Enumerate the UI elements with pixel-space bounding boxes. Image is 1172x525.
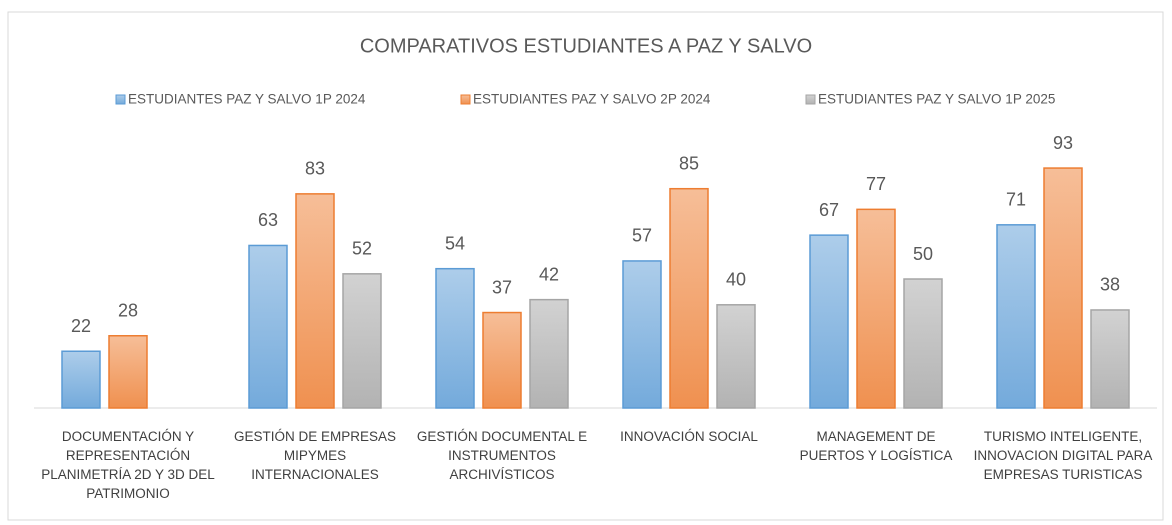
- data-label: 71: [1006, 190, 1026, 210]
- legend-swatch: [460, 94, 471, 105]
- data-label: 85: [679, 153, 699, 173]
- data-label: 54: [445, 233, 465, 253]
- x-tick-label: MANAGEMENT DE PUERTOS Y LOGÍSTICA: [799, 429, 953, 463]
- data-label: 63: [258, 210, 278, 230]
- legend-label: ESTUDIANTES PAZ Y SALVO 1P 2025: [818, 92, 1055, 107]
- bar: [996, 224, 1036, 409]
- data-label: 42: [539, 264, 559, 284]
- data-label: 93: [1053, 133, 1073, 153]
- data-label: 22: [71, 316, 91, 336]
- bar: [622, 260, 662, 409]
- bar: [248, 244, 288, 409]
- data-label: 50: [913, 244, 933, 264]
- bar: [716, 304, 756, 409]
- legend-label: ESTUDIANTES PAZ Y SALVO 1P 2024: [128, 92, 366, 107]
- bar: [669, 187, 709, 409]
- x-tick-label: INNOVACIÓN SOCIAL: [620, 429, 758, 444]
- data-label: 28: [118, 301, 138, 321]
- bar: [61, 350, 101, 409]
- chart-frame: [7, 11, 1164, 521]
- x-tick-label: GESTIÓN DE EMPRESAS MIPYMES INTERNACIONA…: [233, 429, 397, 482]
- data-label: 40: [726, 270, 746, 290]
- bar: [342, 273, 382, 409]
- bar: [903, 278, 943, 409]
- legend-swatch: [805, 94, 816, 105]
- bar: [108, 335, 148, 409]
- bar: [295, 193, 335, 409]
- data-label: 77: [866, 174, 886, 194]
- data-label: 67: [819, 200, 839, 220]
- data-label: 38: [1100, 275, 1120, 295]
- data-label: 37: [492, 277, 512, 297]
- chart-title: COMPARATIVOS ESTUDIANTES A PAZ Y SALVO: [360, 35, 812, 57]
- data-label: 57: [632, 226, 652, 246]
- data-label: 52: [352, 239, 372, 259]
- data-label: 83: [305, 159, 325, 179]
- bar: [809, 234, 849, 409]
- bar: [529, 298, 569, 409]
- x-tick-label: TURISMO INTELIGENTE, INNOVACION DIGITAL …: [973, 429, 1153, 482]
- bar: [482, 311, 522, 409]
- bar: [435, 267, 475, 409]
- x-tick-label: GESTIÓN DOCUMENTAL E INSTRUMENTOS ARCHIV…: [416, 429, 588, 482]
- bar: [1043, 167, 1083, 409]
- bar: [856, 208, 896, 409]
- legend-label: ESTUDIANTES PAZ Y SALVO 2P 2024: [473, 92, 711, 107]
- legend-swatch: [115, 94, 126, 105]
- bar: [1090, 309, 1130, 409]
- x-tick-label: DOCUMENTACIÓN Y REPRESENTACIÓN PLANIMETR…: [41, 429, 215, 501]
